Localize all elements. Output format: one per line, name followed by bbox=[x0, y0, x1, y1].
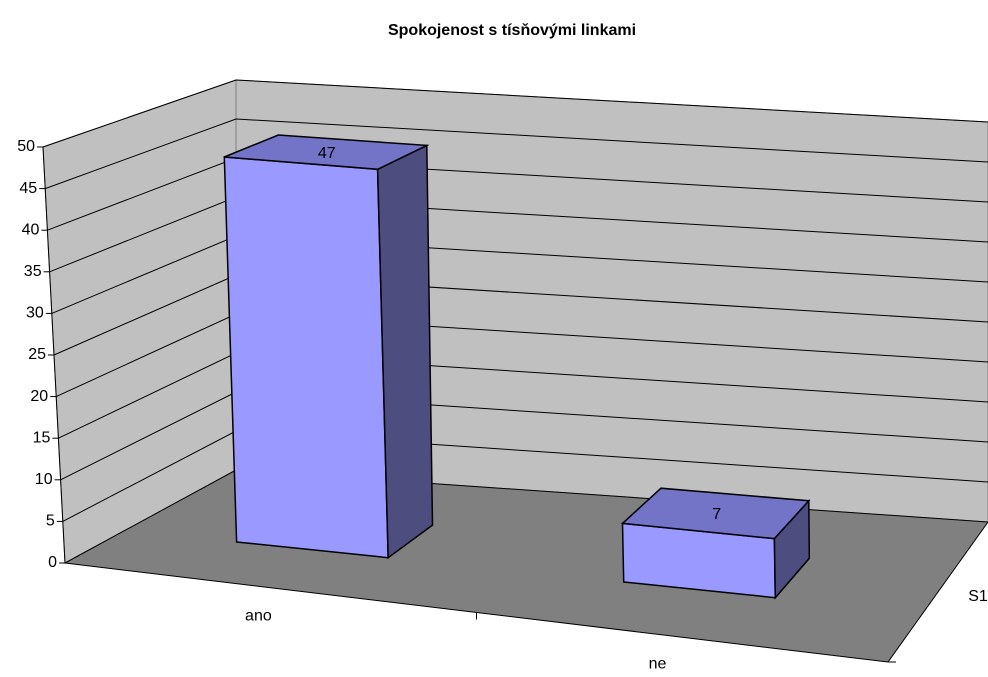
data-label: 47 bbox=[318, 145, 336, 162]
y-tick-label: 50 bbox=[17, 138, 35, 155]
bar bbox=[620, 487, 811, 600]
bar-top bbox=[620, 487, 811, 540]
y-tick-label: 35 bbox=[24, 263, 42, 280]
y-tick-label: 10 bbox=[35, 471, 53, 488]
bar-side bbox=[376, 144, 434, 560]
y-tick-label: 40 bbox=[22, 221, 40, 238]
y-tick-label: 5 bbox=[46, 513, 55, 530]
data-label: 7 bbox=[712, 506, 721, 523]
y-tick-label: 15 bbox=[33, 429, 51, 446]
y-tick-label: 45 bbox=[19, 180, 37, 197]
y-axis bbox=[42, 146, 66, 564]
y-tick-label: 20 bbox=[30, 388, 48, 405]
x-tick-label: ano bbox=[245, 607, 272, 624]
grid-line bbox=[42, 79, 988, 148]
bar-front bbox=[223, 156, 389, 559]
y-tick-label: 25 bbox=[28, 346, 46, 363]
y-tick-label: 30 bbox=[26, 305, 44, 322]
depth-axis bbox=[887, 521, 988, 663]
y-tick-label: 0 bbox=[48, 554, 57, 571]
series-label: S1 bbox=[968, 588, 988, 605]
x-tick-label: ne bbox=[649, 655, 667, 672]
bar bbox=[223, 134, 434, 560]
chart-title: Spokojenost s tísňovými linkami bbox=[388, 22, 636, 39]
bar-top bbox=[224, 134, 430, 171]
grid-line bbox=[45, 118, 988, 190]
